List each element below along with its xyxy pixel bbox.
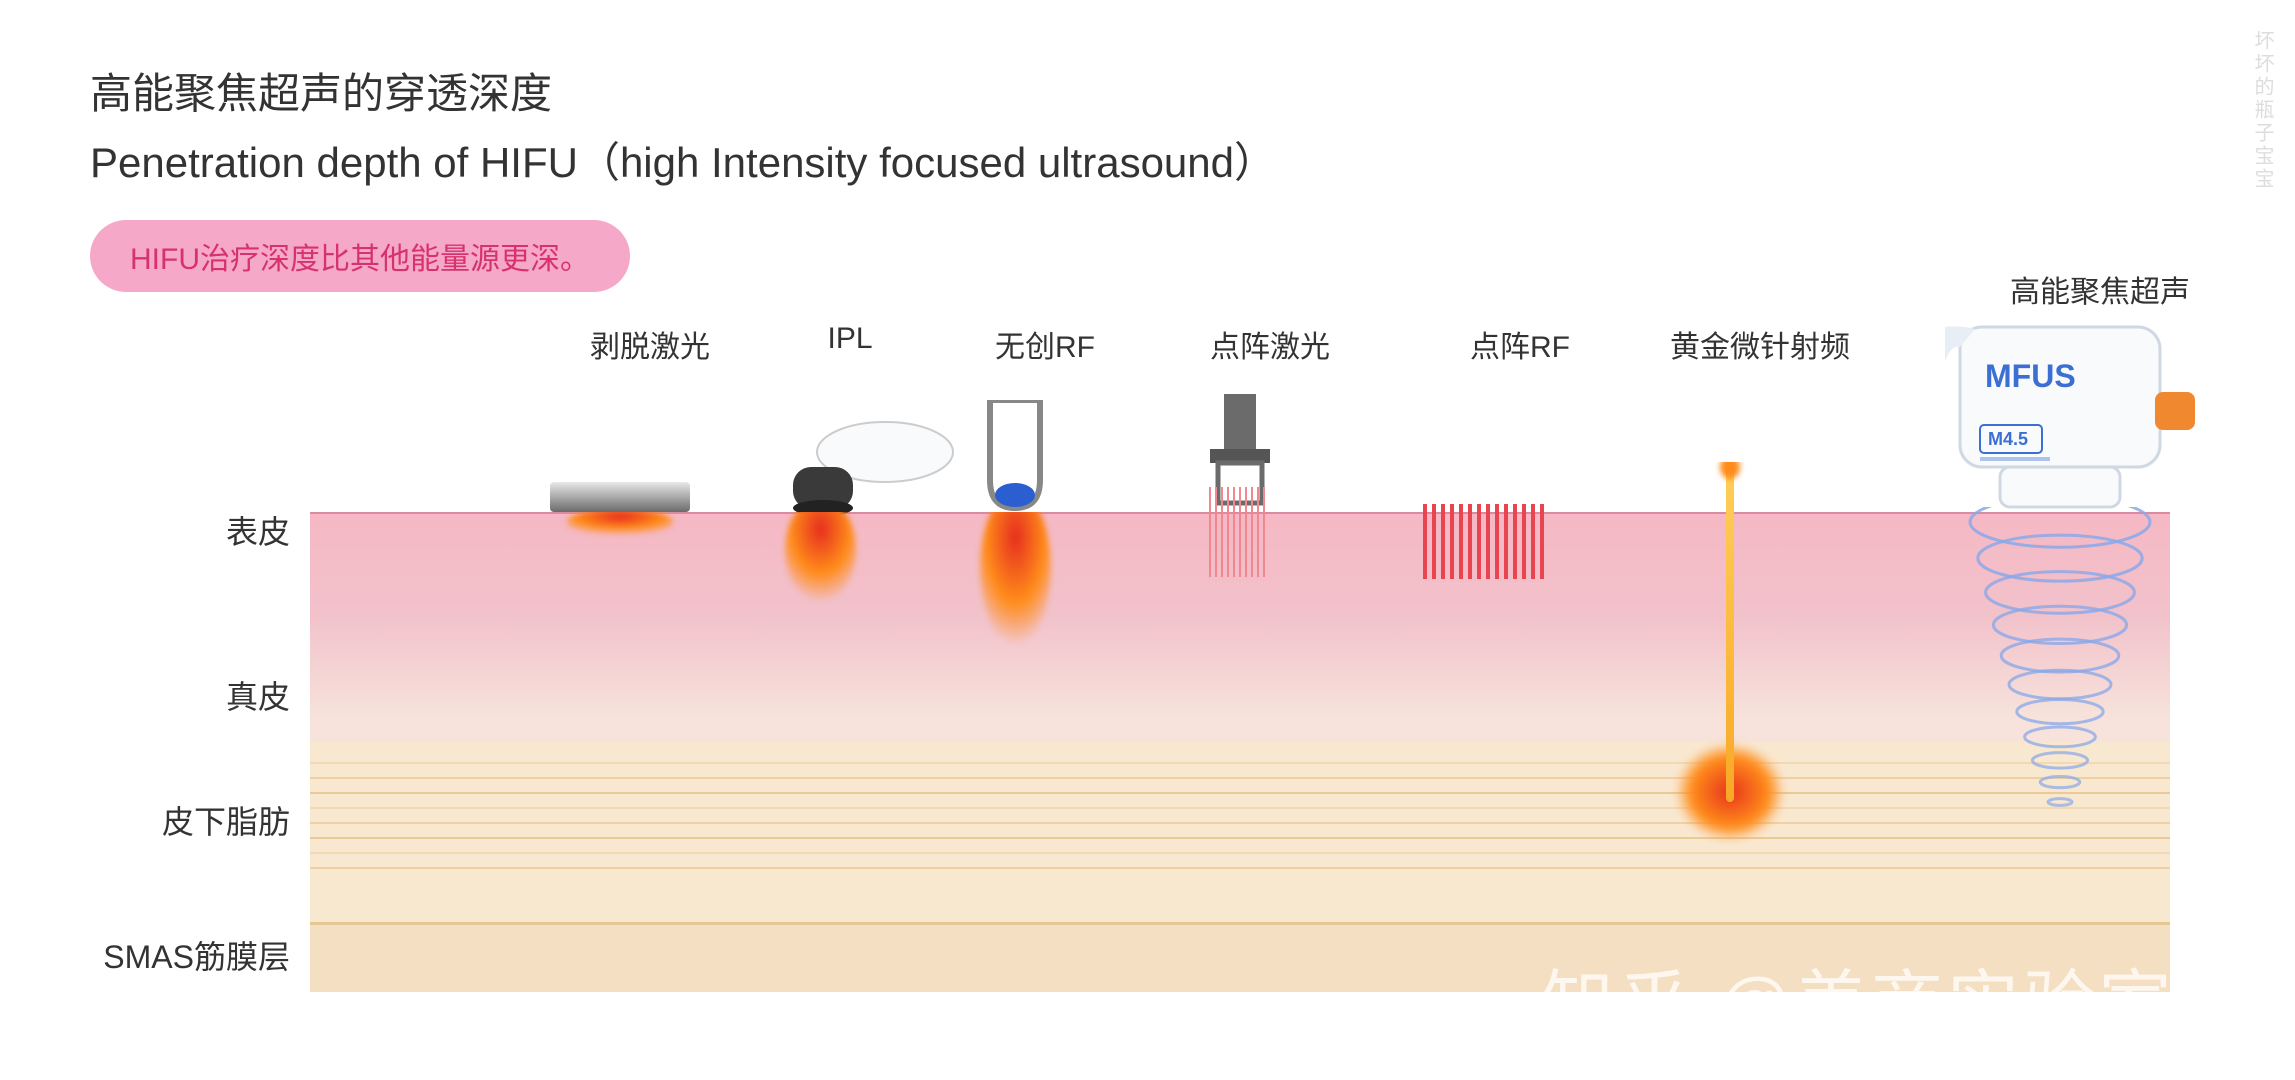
- svg-text:MFUS: MFUS: [1985, 358, 2076, 394]
- row-label-smas: SMAS筋膜层: [90, 932, 290, 978]
- side-watermark: 坏坏的瓶子宝宝: [2248, 30, 2277, 191]
- tech-label-microneedle: 黄金微针射频: [1650, 322, 1870, 366]
- svg-text:M4.5: M4.5: [1988, 429, 2028, 449]
- row-label-epidermis: 表皮: [90, 507, 290, 553]
- tech-label-ablative: 剥脱激光: [540, 322, 760, 366]
- watermark-text: 知乎 @美商实验室: [1542, 945, 2175, 1050]
- tech-label-fractional_laser: 点阵激光: [1160, 322, 1380, 366]
- title-en: Penetration depth of HIFU（high Intensity…: [90, 129, 2205, 190]
- tech-label-hifu: 高能聚焦超声: [1990, 267, 2210, 311]
- tech-label-fractional_rf: 点阵RF: [1410, 322, 1630, 366]
- fat-layer: [310, 742, 2170, 922]
- row-label-fat: 皮下脂肪: [90, 797, 290, 843]
- penetration-diagram: 表皮 真皮 皮下脂肪 SMAS筋膜层 剥脱激光IPL无创RF点阵激光点阵RF 黄金…: [90, 312, 2190, 1032]
- title-cn: 高能聚焦超声的穿透深度: [90, 60, 2205, 121]
- tech-label-ipl: IPL: [740, 322, 960, 356]
- highlight-pill: HIFU治疗深度比其他能量源更深。: [90, 220, 630, 292]
- row-label-dermis: 真皮: [90, 672, 290, 718]
- tech-label-rf: 无创RF: [935, 322, 1155, 366]
- skin-layers: [310, 512, 2170, 1012]
